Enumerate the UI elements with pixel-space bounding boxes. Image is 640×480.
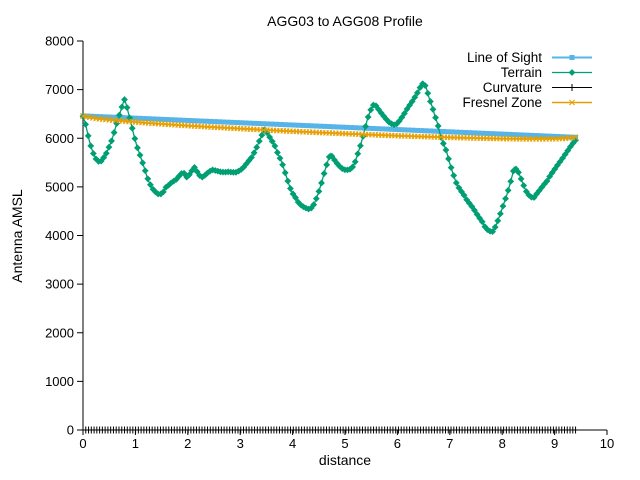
legend-line-sample-icon xyxy=(552,69,592,76)
series-terrain xyxy=(79,80,579,235)
legend-line-sample-icon xyxy=(552,99,592,106)
y-tick-label: 5000 xyxy=(45,179,74,194)
axes: 0 1 2 3 4 5 6 7 8 9 10 0 1000 2000 3000 4000 5000 6000 700… xyxy=(45,34,614,452)
legend-label: Curvature xyxy=(482,80,542,95)
legend-line-sample-icon xyxy=(552,55,592,60)
y-tick-label: 1000 xyxy=(45,374,74,389)
x-axis-label: distance xyxy=(318,452,372,468)
legend-item-line-of-sight: Line of Sight xyxy=(462,50,594,65)
series-curvature xyxy=(79,426,580,434)
series-line-of-sight xyxy=(80,113,579,140)
y-axis-label: Antenna AMSL xyxy=(9,189,25,283)
y-tick-label: 0 xyxy=(67,423,74,438)
x-tick-label: 4 xyxy=(289,436,296,451)
legend-item-curvature: Curvature xyxy=(462,80,594,95)
legend-label: Terrain xyxy=(500,65,542,80)
legend-item-fresnel-zone: Fresnel Zone xyxy=(462,95,594,110)
y-tick-label: 4000 xyxy=(45,228,74,243)
x-tick-label: 8 xyxy=(499,436,506,451)
chart-title: AGG03 to AGG08 Profile xyxy=(267,13,423,29)
x-tick-label: 10 xyxy=(600,436,614,451)
legend-label: Line of Sight xyxy=(466,50,542,65)
legend: Line of Sight Terrain Curvature Fresnel … xyxy=(462,50,594,110)
legend-label: Fresnel Zone xyxy=(462,95,542,110)
x-tick-label: 0 xyxy=(79,436,86,451)
series-fresnel-zone xyxy=(80,113,579,142)
y-tick-label: 2000 xyxy=(45,325,74,340)
y-tick-label: 6000 xyxy=(45,131,74,146)
x-tick-label: 3 xyxy=(237,436,244,451)
legend-line-sample-icon xyxy=(552,84,592,91)
x-tick-label: 6 xyxy=(394,436,401,451)
legend-item-terrain: Terrain xyxy=(462,65,594,80)
x-tick-label: 9 xyxy=(551,436,558,451)
y-tick-label: 3000 xyxy=(45,277,74,292)
x-tick-label: 2 xyxy=(184,436,191,451)
x-tick-label: 5 xyxy=(341,436,348,451)
y-tick-label: 7000 xyxy=(45,82,74,97)
y-tick-label: 8000 xyxy=(45,34,74,49)
x-tick-label: 7 xyxy=(446,436,453,451)
x-tick-label: 1 xyxy=(132,436,139,451)
